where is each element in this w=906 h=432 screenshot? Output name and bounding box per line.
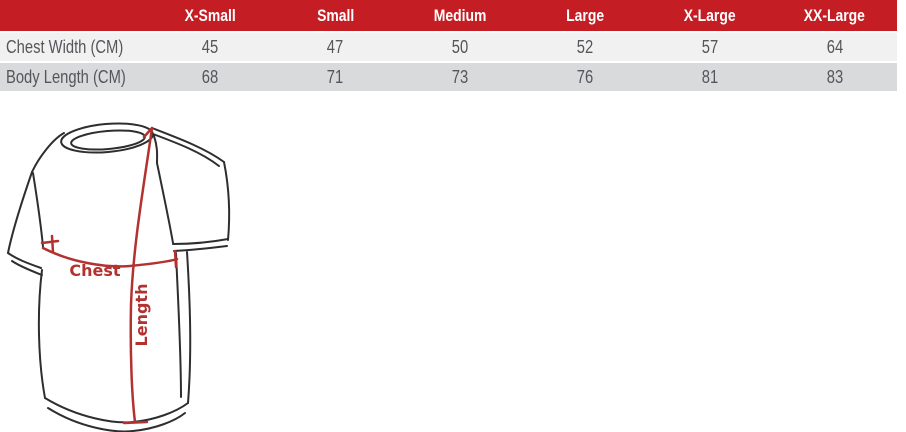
tshirt-right-sleeve-outer <box>223 161 231 241</box>
tshirt-collar-outer <box>60 122 154 154</box>
tshirt-collar-inner <box>70 129 146 151</box>
row-label-chest-width: Chest Width (CM) <box>0 31 148 62</box>
tshirt-measurement-diagram: Chest Length <box>0 110 250 432</box>
size-column-xx-large: XX-Large <box>772 0 897 32</box>
tshirt-right-armhole <box>153 135 174 244</box>
size-column-x-small: X-Small <box>148 0 273 32</box>
body-length-small: 71 <box>272 61 398 91</box>
size-table-corner-cell <box>0 0 148 32</box>
length-measurement-line <box>122 126 154 425</box>
body-length-x-small: 68 <box>148 61 273 91</box>
table-row-body-length: Body Length (CM) 68 71 73 76 81 83 <box>0 61 897 91</box>
chest-width-x-small: 45 <box>148 31 273 62</box>
chest-measurement-line <box>40 234 179 269</box>
chest-width-large: 52 <box>522 31 648 62</box>
tshirt-hem <box>44 397 189 432</box>
chest-left-tick <box>40 234 60 254</box>
table-row-chest-width: Chest Width (CM) 45 47 50 52 57 64 <box>0 31 897 62</box>
body-length-medium: 73 <box>397 61 523 91</box>
body-length-large: 76 <box>522 61 648 91</box>
length-label: Length <box>132 284 151 347</box>
chest-width-xx-large: 64 <box>772 31 897 62</box>
row-label-body-length: Body Length (CM) <box>0 61 148 91</box>
size-table-header-row: X-Small Small Medium Large X-Large XX-La… <box>0 0 897 32</box>
chest-curve <box>41 246 179 268</box>
tshirt-outline <box>7 122 231 432</box>
tshirt-left-cuff <box>7 252 43 276</box>
size-chart-table: X-Small Small Medium Large X-Large XX-La… <box>0 0 897 91</box>
tshirt-body-right-edge <box>186 251 192 404</box>
chest-right-tick <box>173 249 178 269</box>
chest-label: Chest <box>69 261 121 280</box>
tshirt-left-sleeve <box>7 171 33 254</box>
tshirt-right-sleeve-top <box>151 127 225 167</box>
size-column-small: Small <box>272 0 398 32</box>
tshirt-side-seam <box>175 252 182 398</box>
tshirt-left-armhole <box>32 172 44 248</box>
tshirt-body-left-edge <box>37 269 46 399</box>
body-length-x-large: 81 <box>647 61 773 91</box>
length-curve <box>129 126 154 424</box>
tshirt-right-cuff <box>172 238 229 252</box>
tshirt-left-shoulder <box>31 132 65 173</box>
chest-width-medium: 50 <box>397 31 523 62</box>
length-top-tick <box>142 126 154 139</box>
length-bottom-tick <box>122 420 149 425</box>
size-column-x-large: X-Large <box>647 0 773 32</box>
size-column-large: Large <box>522 0 648 32</box>
chest-width-x-large: 57 <box>647 31 773 62</box>
chest-width-small: 47 <box>272 31 398 62</box>
size-column-medium: Medium <box>397 0 523 32</box>
body-length-xx-large: 83 <box>772 61 897 91</box>
